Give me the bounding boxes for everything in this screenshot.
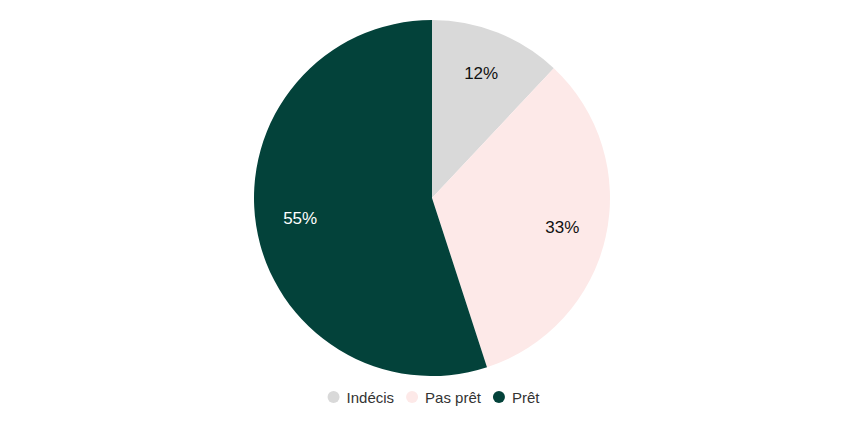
legend-label: Prêt: [512, 389, 540, 406]
legend-item: Indécis: [328, 389, 395, 406]
legend-item: Prêt: [493, 389, 540, 406]
legend-swatch: [493, 391, 505, 403]
legend-swatch: [328, 391, 340, 403]
chart: 12% 33% 55% Indécis Pas prêt Prêt: [0, 0, 861, 423]
legend-label: Indécis: [347, 389, 395, 406]
legend: Indécis Pas prêt Prêt: [328, 389, 541, 406]
pie: 12% 33% 55%: [254, 20, 610, 376]
legend-item: Pas prêt: [406, 389, 482, 406]
legend-label: Pas prêt: [425, 389, 482, 406]
data-label: 33%: [545, 218, 579, 237]
legend-swatch: [406, 391, 418, 403]
data-label: 55%: [283, 209, 317, 228]
data-label: 12%: [464, 64, 498, 83]
pie-slice: [254, 20, 487, 376]
